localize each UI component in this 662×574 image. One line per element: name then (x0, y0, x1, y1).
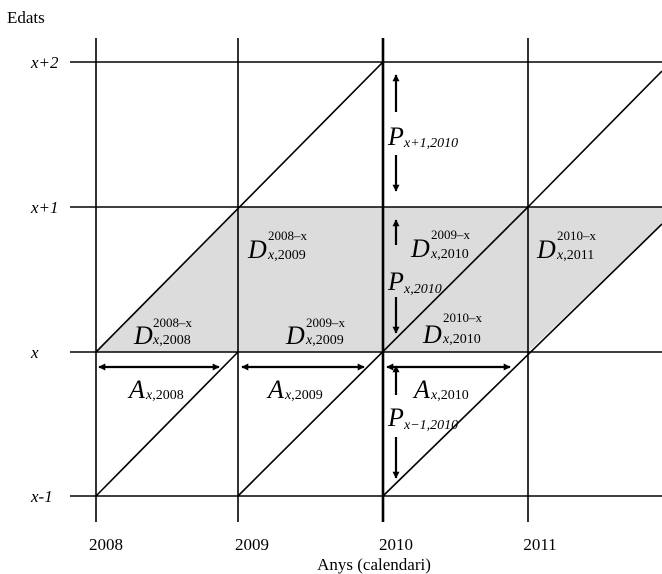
exposure-subscript: x,2008 (145, 388, 184, 403)
year-label-2011: 2011 (523, 535, 556, 554)
year-gridlines (95, 38, 529, 522)
age-gridlines (70, 61, 662, 497)
exposure-subscript: x,2010 (430, 388, 469, 403)
cohort-diagonal (527, 70, 662, 208)
cohort-diagonal (95, 61, 384, 353)
y-axis-title: Edats (7, 8, 45, 27)
age-label-x: x (30, 343, 39, 362)
death-subscript: x,2009 (267, 248, 306, 263)
death-cohort: 2008–x (268, 228, 308, 243)
cohort-lifelines (95, 61, 662, 497)
exposure-label-2010: A x,2010 (412, 375, 469, 404)
death-label-2010-upper: D 2009–x x,2010 (410, 227, 471, 263)
exposure-symbol: A (266, 375, 284, 404)
death-symbol: D (410, 234, 430, 263)
death-subscript: x,2009 (305, 333, 344, 348)
exposure-subscript: x,2009 (284, 388, 323, 403)
cohort-diagonal (95, 351, 239, 497)
population-symbol: P (387, 403, 404, 432)
death-symbol: D (536, 235, 556, 264)
cohort-diagonal (382, 223, 662, 497)
population-subscript: x−1,2010 (403, 418, 458, 433)
death-symbol: D (422, 320, 442, 349)
population-subscript: x+1,2010 (403, 136, 458, 151)
death-label-2008-lower: D 2008–x x,2008 (133, 315, 193, 350)
death-cohort: 2010–x (557, 228, 597, 243)
population-symbol: P (387, 267, 404, 296)
exposure-label-2009: A x,2009 (266, 375, 323, 404)
death-label-2009-lower: D 2009–x x,2009 (285, 315, 346, 350)
population-label-lower: P x−1,2010 (387, 403, 458, 433)
death-cohort: 2009–x (306, 315, 346, 330)
death-subscript: x,2008 (152, 333, 191, 348)
death-symbol: D (133, 321, 153, 350)
death-cohort: 2009–x (431, 227, 471, 242)
year-label-2008: 2008 (89, 535, 123, 554)
death-label-2010-lower: D 2010–x x,2010 (422, 310, 483, 349)
year-label-2009: 2009 (235, 535, 269, 554)
age-label-x-plus-1: x+1 (30, 198, 59, 217)
death-cohort: 2008–x (153, 315, 193, 330)
death-symbol: D (285, 321, 305, 350)
population-subscript: x,2010 (403, 282, 442, 297)
age-label-x-minus-1: x-1 (30, 487, 53, 506)
year-label-2010: 2010 (379, 535, 413, 554)
death-symbol: D (247, 235, 267, 264)
cohort-diagonal (237, 206, 529, 497)
age-label-x-plus-2: x+2 (30, 53, 59, 72)
death-subscript: x,2011 (556, 248, 594, 263)
death-subscript: x,2010 (442, 332, 481, 347)
population-label-upper: P x+1,2010 (387, 122, 458, 151)
exposure-symbol: A (412, 375, 430, 404)
population-symbol: P (387, 122, 404, 151)
exposure-symbol: A (127, 375, 145, 404)
death-cohort: 2010–x (443, 310, 483, 325)
death-label-2009-upper: D 2008–x x,2009 (247, 228, 308, 264)
death-subscript: x,2010 (430, 247, 469, 262)
x-axis-title: Anys (calendari) (317, 555, 431, 574)
exposure-label-2008: A x,2008 (127, 375, 184, 404)
population-label-mid: P x,2010 (387, 267, 442, 297)
death-label-2011-upper: D 2010–x x,2011 (536, 228, 597, 264)
